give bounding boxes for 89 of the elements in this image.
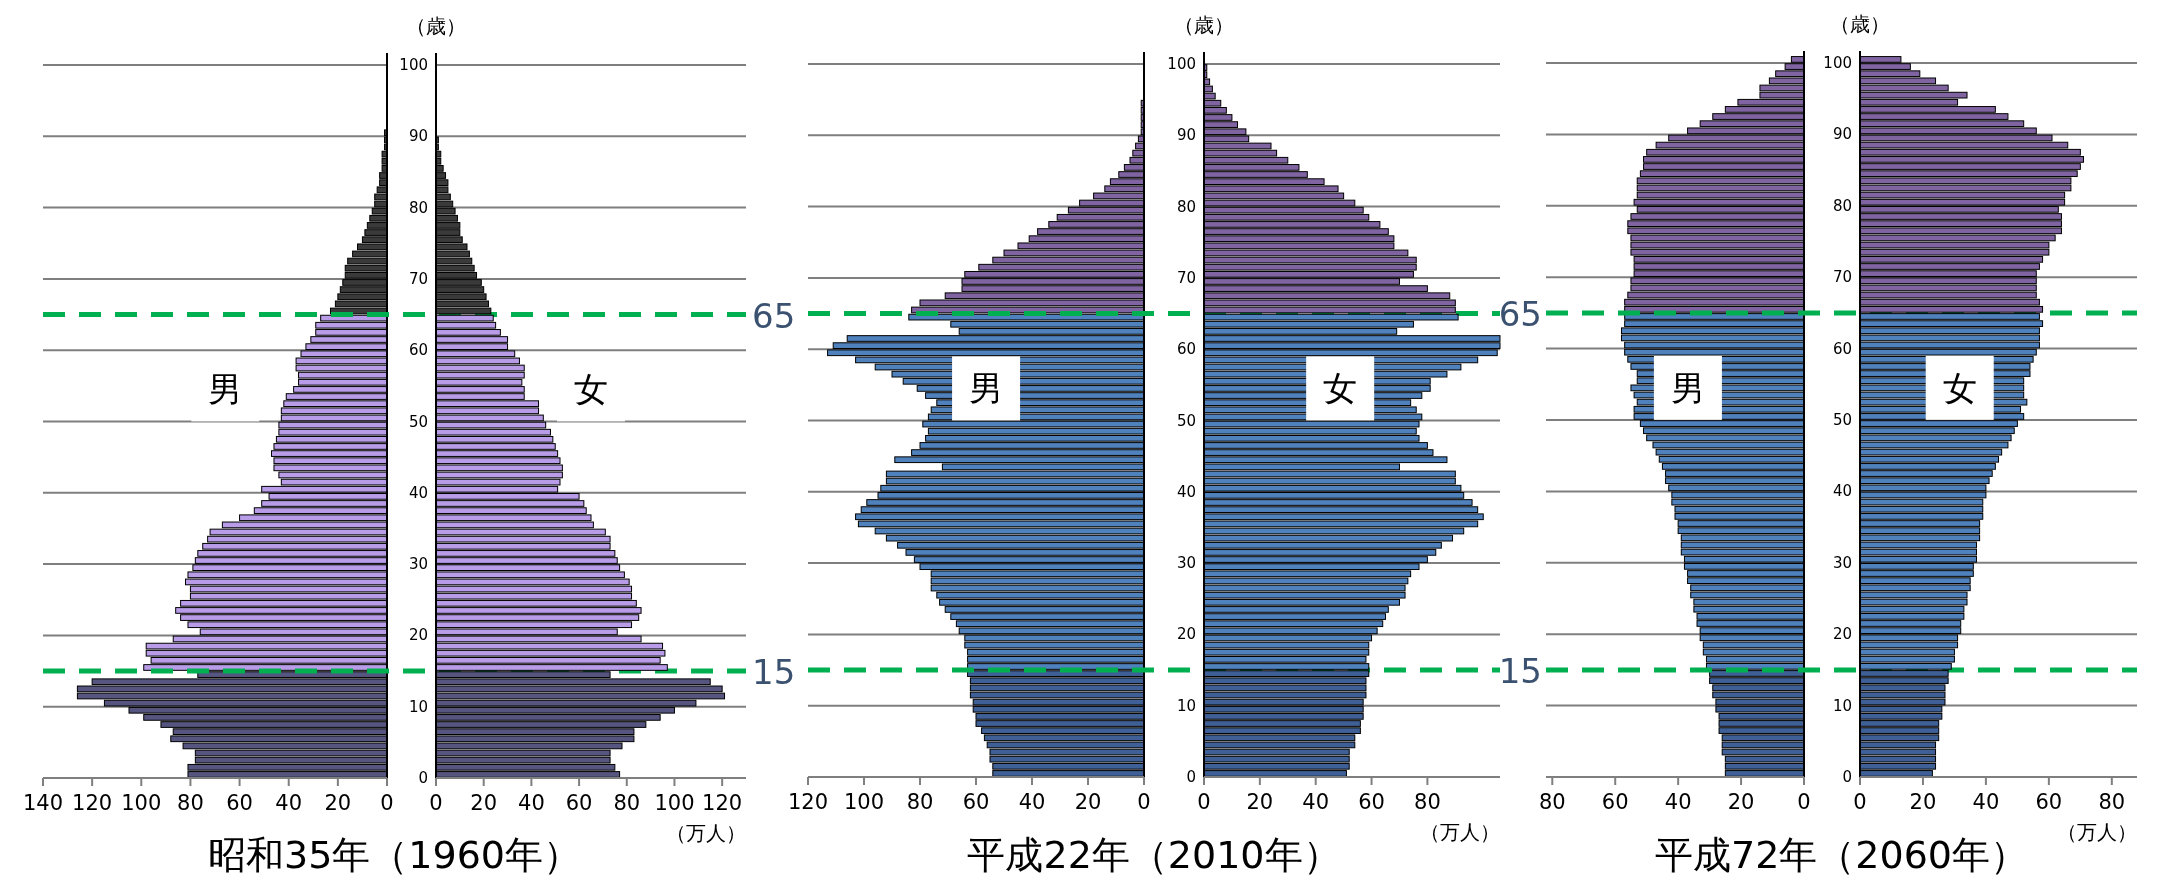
x-tick-label: 40 [1018,790,1046,814]
y-tick-label: 10 [1176,696,1196,715]
y-tick-label: 80 [1176,197,1196,216]
x-tick-label: 100 [121,791,162,815]
ref-line-label: 15 [752,652,796,693]
annotation: 女 [574,369,608,410]
x-tick-label: 80 [613,791,641,815]
y-tick-label: 40 [408,483,428,502]
annotation: 女 [1323,368,1358,409]
y-axis-title: （歳） [1174,13,1234,37]
text: 平成72年（2060年） [1654,833,2029,877]
x-tick-label: 20 [324,791,352,815]
x-tick-label: 40 [1664,790,1692,814]
text: 平成22年（2010年） [967,833,1341,877]
y-tick-label: 70 [1832,268,1852,287]
y-tick-label: 50 [1832,411,1852,429]
ref-line-label: 15 [1498,650,1542,691]
y-tick-label: 30 [1832,553,1852,572]
y-tick-label: 60 [408,341,428,360]
x-tick-label: 0 [380,791,394,815]
y-tick-label: 100 [1167,55,1196,73]
ref-line-label: 65 [752,295,796,336]
x-tick-label: 40 [518,791,545,815]
x-tick-label: 40 [275,791,303,815]
annotation: 女 [1942,367,1977,408]
x-tick-label: 80 [906,790,934,814]
y-tick-label: 90 [1832,125,1852,144]
x-tick-label: 60 [226,791,253,815]
x-tick-label: 120 [787,790,829,814]
y-axis-title: （歳） [1830,12,1890,36]
y-tick-label: 50 [408,412,428,431]
y-tick-label: 40 [1176,482,1196,501]
annotation: 男 [969,368,1004,409]
x-tick-label: 140 [22,791,64,815]
y-tick-label: 80 [1832,196,1852,215]
y-tick-label: 20 [408,626,428,645]
annotation: 男 [1670,367,1705,408]
x-tick-label: 80 [177,791,204,815]
y-tick-label: 10 [1832,696,1852,715]
y-tick-label: 50 [1176,411,1196,430]
y-tick-label: 20 [1176,625,1196,644]
y-tick-label: 100 [1823,54,1852,72]
y-tick-label: 70 [1176,268,1196,287]
x-tick-label: 100 [654,791,695,815]
y-tick-label: 20 [1832,625,1852,644]
x-tick-label: 20 [1909,790,1937,814]
x-tick-label: 80 [1538,790,1566,814]
ref-line-label: 65 [1498,293,1542,334]
x-tick-label: 60 [962,790,990,814]
y-tick-label: 0 [418,769,428,787]
x-tick-label: 20 [1074,790,1102,814]
x-axis-title: （万人） [1420,820,1500,844]
x-tick-label: 40 [1302,790,1330,814]
y-tick-label: 0 [1186,768,1196,786]
y-tick-label: 30 [408,555,428,574]
y-tick-label: 70 [408,269,428,288]
x-tick-label: 0 [1137,790,1151,814]
x-axis-title: （万人） [2057,820,2137,844]
x-tick-label: 0 [429,791,443,815]
x-tick-label: 60 [2035,790,2063,814]
x-axis-title: （万人） [666,821,746,845]
y-tick-label: 60 [1176,340,1196,359]
x-tick-label: 80 [2098,790,2126,814]
x-tick-label: 60 [1601,790,1629,814]
y-tick-label: 0 [1842,768,1852,786]
x-tick-label: 0 [1797,790,1811,814]
x-tick-label: 20 [1727,790,1755,814]
x-tick-label: 0 [1197,790,1211,814]
x-tick-label: 40 [1972,790,2000,814]
x-tick-label: 120 [72,791,113,815]
y-tick-label: 90 [1176,126,1196,145]
x-tick-label: 80 [1414,790,1441,814]
x-tick-label: 60 [1358,790,1385,814]
y-axis-title: （歳） [406,14,466,38]
x-tick-label: 0 [1853,790,1867,814]
annotation: 男 [208,369,243,410]
y-tick-label: 80 [408,198,428,217]
x-tick-label: 60 [565,791,593,815]
y-tick-label: 10 [408,697,428,716]
y-tick-label: 40 [1832,482,1852,501]
y-tick-label: 30 [1176,554,1196,573]
y-tick-label: 60 [1832,339,1852,358]
x-tick-label: 20 [1246,790,1274,814]
x-tick-label: 100 [843,790,885,814]
x-tick-label: 20 [470,791,498,815]
x-tick-label: 120 [702,791,743,815]
text: 昭和35年（1960年） [207,833,582,877]
y-tick-label: 100 [399,56,428,74]
y-tick-label: 90 [408,127,428,146]
